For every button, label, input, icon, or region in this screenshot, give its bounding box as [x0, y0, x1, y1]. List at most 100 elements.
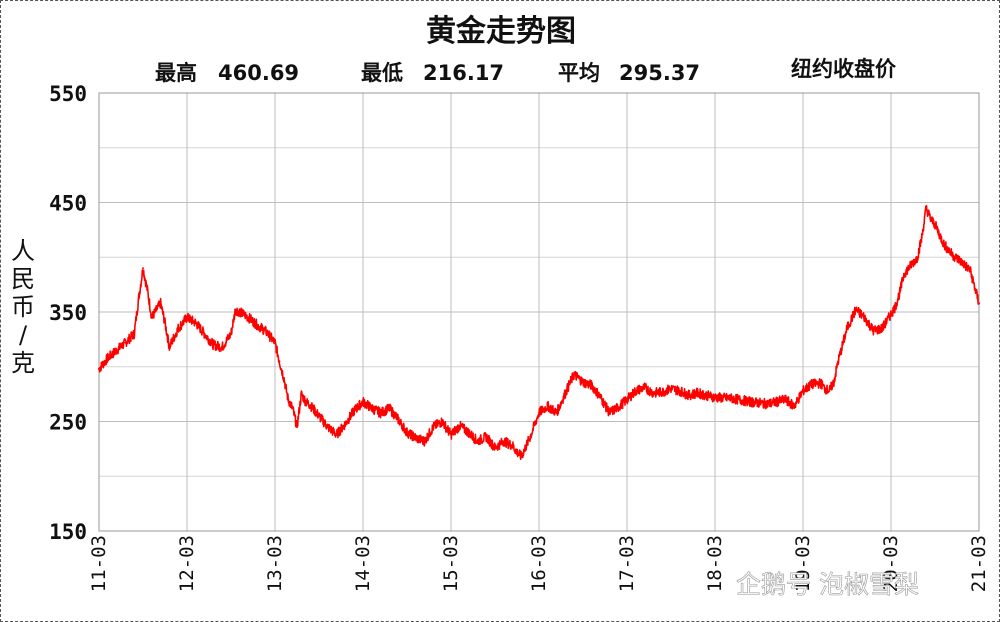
data-point	[819, 382, 822, 385]
data-point	[247, 316, 250, 319]
data-point	[397, 418, 400, 421]
y-axis-label-char: 人	[11, 237, 35, 265]
data-point	[146, 289, 149, 292]
data-point	[203, 332, 206, 335]
data-point	[159, 302, 162, 305]
data-point	[370, 407, 373, 410]
data-point	[731, 397, 734, 400]
data-point	[150, 316, 153, 319]
y-axis-label-char: /	[19, 321, 28, 349]
data-point	[291, 407, 294, 410]
data-point	[379, 411, 382, 414]
data-point	[784, 398, 787, 401]
stat-avg-label: 平均	[558, 61, 600, 85]
data-point	[309, 404, 312, 407]
data-point	[643, 386, 646, 389]
data-point	[564, 392, 567, 395]
data-point	[793, 405, 796, 408]
y-tick-label: 550	[49, 82, 87, 106]
data-point	[538, 411, 540, 414]
data-point	[234, 308, 237, 311]
data-point	[511, 444, 514, 447]
data-point	[934, 223, 936, 226]
data-point	[137, 297, 140, 300]
data-point	[832, 381, 835, 384]
data-point	[335, 433, 338, 436]
data-point	[318, 415, 320, 418]
x-tick-label: 19-03	[792, 535, 814, 592]
data-point	[978, 302, 980, 305]
data-point	[142, 267, 144, 270]
data-point	[177, 327, 180, 330]
data-point	[890, 313, 892, 316]
x-tick-label: 14-03	[352, 535, 374, 592]
data-point	[872, 329, 875, 332]
data-point	[714, 396, 716, 399]
data-point	[133, 332, 136, 335]
x-tick-label: 12-03	[176, 535, 198, 592]
data-point	[344, 422, 347, 425]
data-point	[854, 308, 857, 311]
data-point	[920, 236, 923, 239]
y-axis-label-char: 币	[11, 293, 35, 321]
x-axis-ticks: 11-03 12-03 13-03 14-03 15-03 16-03 17-03 18-03…	[88, 535, 990, 592]
data-point	[115, 349, 118, 352]
data-point	[494, 446, 496, 449]
y-axis-label-char: 克	[11, 349, 35, 377]
data-point	[828, 389, 831, 392]
data-point	[274, 341, 276, 344]
data-point	[907, 267, 910, 270]
data-point	[929, 217, 932, 220]
data-point	[432, 425, 435, 428]
data-point	[837, 360, 840, 363]
data-point	[520, 455, 523, 458]
data-point	[423, 440, 426, 443]
data-point	[951, 254, 954, 257]
data-point	[969, 269, 972, 272]
data-point	[590, 384, 593, 387]
data-point	[687, 394, 690, 397]
grid	[98, 92, 980, 532]
data-point	[568, 382, 571, 385]
y-tick-label: 150	[49, 520, 87, 544]
stat-low-label: 最低	[361, 61, 403, 85]
data-point	[846, 327, 848, 330]
y-tick-label: 450	[49, 192, 87, 216]
data-point	[168, 346, 171, 349]
data-point	[164, 321, 166, 324]
x-tick-label: 18-03	[704, 535, 726, 592]
y-axis-label: 人民币/克	[11, 237, 35, 377]
data-point	[300, 393, 303, 396]
data-point	[476, 440, 479, 443]
watermark-text: 企鹅号 泡椒雪梨	[736, 570, 919, 599]
data-point	[894, 305, 897, 308]
data-point	[582, 381, 584, 384]
data-point	[450, 433, 452, 436]
x-tick-label: 17-03	[616, 535, 638, 592]
data-point	[186, 316, 188, 319]
price-line	[98, 204, 980, 461]
y-tick-label: 250	[49, 411, 87, 435]
data-point	[296, 425, 298, 428]
x-tick-label: 16-03	[528, 535, 550, 592]
data-point	[749, 400, 752, 403]
data-point	[414, 436, 417, 439]
data-point	[516, 451, 518, 454]
data-point	[124, 341, 127, 344]
data-point	[705, 394, 708, 397]
data-point	[502, 440, 505, 443]
x-tick-label: 11-03	[88, 535, 110, 592]
x-tick-label: 20-03	[880, 535, 902, 592]
data-point	[194, 321, 197, 324]
data-point	[441, 420, 444, 423]
plot-border	[98, 92, 980, 532]
data-point	[256, 324, 259, 327]
stat-low-value: 216.17	[423, 61, 504, 85]
data-point	[573, 373, 576, 376]
data-point	[353, 409, 356, 412]
x-tick-label: 21-03	[968, 535, 990, 592]
data-point	[608, 411, 611, 414]
data-point	[634, 389, 637, 392]
